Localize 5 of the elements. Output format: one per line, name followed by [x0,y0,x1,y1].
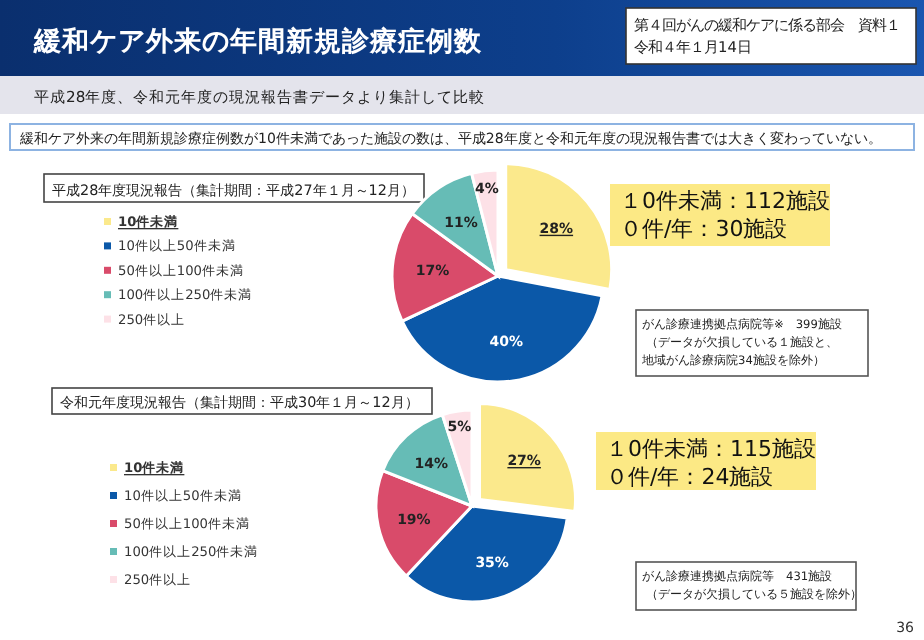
text: １0件未満：112施設 [620,188,830,214]
text: １0件未満：115施設 [606,436,816,462]
text: 緩和ケア外来の年間新規診療症例数 [32,24,484,58]
text: ０件/年：30施設 [620,216,788,242]
text: ０件/年：24施設 [606,464,774,490]
